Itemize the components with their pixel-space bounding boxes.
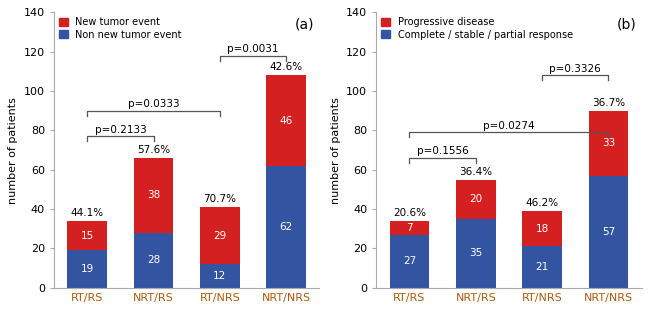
Text: p=0.0031: p=0.0031 (227, 44, 279, 54)
Bar (134, 158, 174, 233)
Text: 7: 7 (406, 223, 413, 233)
Text: 27: 27 (403, 256, 416, 266)
Text: (b): (b) (617, 18, 636, 32)
Text: 12: 12 (213, 271, 227, 281)
Text: 33: 33 (602, 138, 615, 148)
Bar (456, 219, 496, 288)
Text: p=0.3326: p=0.3326 (549, 64, 601, 74)
Text: 57.6%: 57.6% (137, 145, 170, 155)
Bar (389, 235, 430, 288)
Text: 62: 62 (280, 222, 293, 232)
Text: 70.7%: 70.7% (203, 194, 237, 204)
Bar (589, 111, 629, 176)
Y-axis label: number of patients: number of patients (331, 97, 341, 203)
Text: 57: 57 (602, 227, 615, 237)
Text: p=0.0333: p=0.0333 (128, 99, 179, 109)
Text: (a): (a) (294, 18, 314, 32)
Bar (134, 233, 174, 288)
Text: 44.1%: 44.1% (71, 208, 104, 218)
Text: 38: 38 (147, 190, 160, 200)
Bar (200, 264, 240, 288)
Text: 36.4%: 36.4% (460, 167, 492, 177)
Text: 20: 20 (469, 194, 482, 204)
Bar (456, 179, 496, 219)
Text: 46: 46 (280, 116, 293, 126)
Legend: New tumor event, Non new tumor event: New tumor event, Non new tumor event (57, 15, 184, 42)
Text: 19: 19 (81, 264, 94, 274)
Text: 36.7%: 36.7% (592, 98, 625, 108)
Text: 28: 28 (147, 255, 160, 265)
Legend: Progressive disease, Complete / stable / partial response: Progressive disease, Complete / stable /… (379, 15, 575, 42)
Text: 21: 21 (536, 262, 549, 272)
Bar (522, 211, 562, 247)
Text: 29: 29 (213, 231, 227, 241)
Bar (266, 75, 306, 166)
Text: 15: 15 (81, 231, 94, 241)
Text: 35: 35 (469, 248, 482, 258)
Text: 20.6%: 20.6% (393, 208, 426, 218)
Bar (389, 221, 430, 235)
Bar (266, 166, 306, 288)
Bar (68, 250, 107, 288)
Bar (68, 221, 107, 250)
Text: p=0.0274: p=0.0274 (483, 121, 535, 131)
Y-axis label: number of patients: number of patients (8, 97, 18, 203)
Text: 42.6%: 42.6% (270, 62, 303, 72)
Text: 18: 18 (536, 224, 549, 234)
Bar (522, 247, 562, 288)
Text: p=0.2133: p=0.2133 (94, 125, 146, 135)
Bar (200, 207, 240, 264)
Text: 46.2%: 46.2% (526, 198, 559, 208)
Text: p=0.1556: p=0.1556 (417, 146, 469, 156)
Bar (589, 176, 629, 288)
